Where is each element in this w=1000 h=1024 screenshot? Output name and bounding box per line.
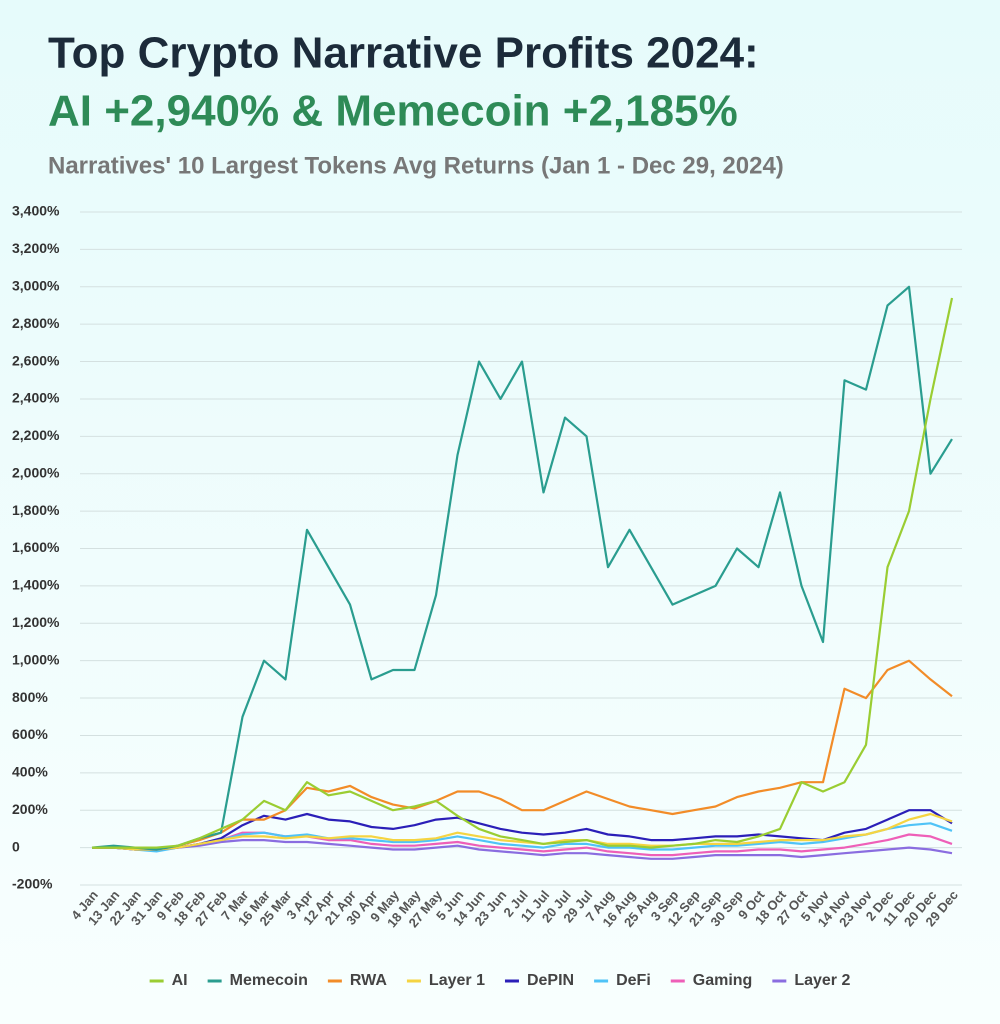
series-line bbox=[91, 285, 953, 851]
legend-item: Gaming bbox=[670, 972, 753, 989]
series-line bbox=[92, 812, 953, 851]
y-tick-label: 200% bbox=[12, 801, 48, 817]
grid: -200% 0 200% 400% 600% 800% 1,000% 1,200% 1,400%… bbox=[12, 203, 962, 930]
series-line bbox=[92, 831, 953, 857]
legend-label: DePIN bbox=[527, 972, 574, 989]
y-tick-label: 1,000% bbox=[12, 651, 60, 667]
series-line bbox=[92, 839, 953, 860]
y-tick-label: 2,600% bbox=[12, 352, 60, 368]
y-tick-label: 1,800% bbox=[12, 502, 60, 518]
legend-item: Layer 1 bbox=[406, 972, 485, 989]
y-tick-label: 600% bbox=[12, 726, 48, 742]
plot-lines bbox=[91, 285, 954, 860]
y-tick-label: -200% bbox=[12, 876, 53, 892]
y-tick-label: 2,000% bbox=[12, 464, 60, 480]
y-tick-label: 2,800% bbox=[12, 315, 60, 331]
legend-item: RWA bbox=[327, 972, 387, 989]
legend-item: DeFi bbox=[594, 972, 651, 989]
y-tick-label: 2,200% bbox=[12, 427, 60, 443]
series-line bbox=[92, 809, 953, 851]
y-tick-label: 1,400% bbox=[12, 577, 60, 593]
y-tick-label: 3,400% bbox=[12, 203, 60, 219]
series-line bbox=[92, 297, 954, 849]
legend-label: DeFi bbox=[616, 972, 651, 989]
legend-label: Gaming bbox=[693, 972, 753, 989]
y-tick-label: 0 bbox=[12, 838, 20, 854]
chart-subtitle: AI +2,940% & Memecoin +2,185% bbox=[48, 87, 738, 136]
legend-item: AI bbox=[149, 972, 188, 989]
legend: AI Memecoin RWA Layer 1 DePIN DeFi Gaming Layer… bbox=[149, 972, 850, 989]
chart-title: Top Crypto Narrative Profits 2024: bbox=[48, 29, 759, 78]
y-tick-label: 1,600% bbox=[12, 539, 60, 555]
series-line bbox=[92, 659, 953, 851]
series-line bbox=[92, 822, 953, 853]
y-tick-label: 3,000% bbox=[12, 277, 60, 293]
legend-label: Layer 2 bbox=[794, 972, 850, 989]
legend-label: AI bbox=[172, 972, 188, 989]
legend-item: DePIN bbox=[504, 972, 574, 989]
legend-item: Layer 2 bbox=[772, 972, 850, 989]
y-tick-label: 400% bbox=[12, 764, 48, 780]
legend-label: RWA bbox=[350, 972, 387, 989]
y-tick-label: 800% bbox=[12, 689, 48, 705]
chart-description: Narratives' 10 Largest Tokens Avg Return… bbox=[48, 152, 784, 179]
legend-item: Memecoin bbox=[207, 972, 308, 989]
legend-label: Layer 1 bbox=[429, 972, 485, 989]
y-tick-label: 2,400% bbox=[12, 390, 60, 406]
legend-label: Memecoin bbox=[230, 972, 308, 989]
y-tick-label: 1,200% bbox=[12, 614, 60, 630]
y-tick-label: 3,200% bbox=[12, 240, 60, 256]
